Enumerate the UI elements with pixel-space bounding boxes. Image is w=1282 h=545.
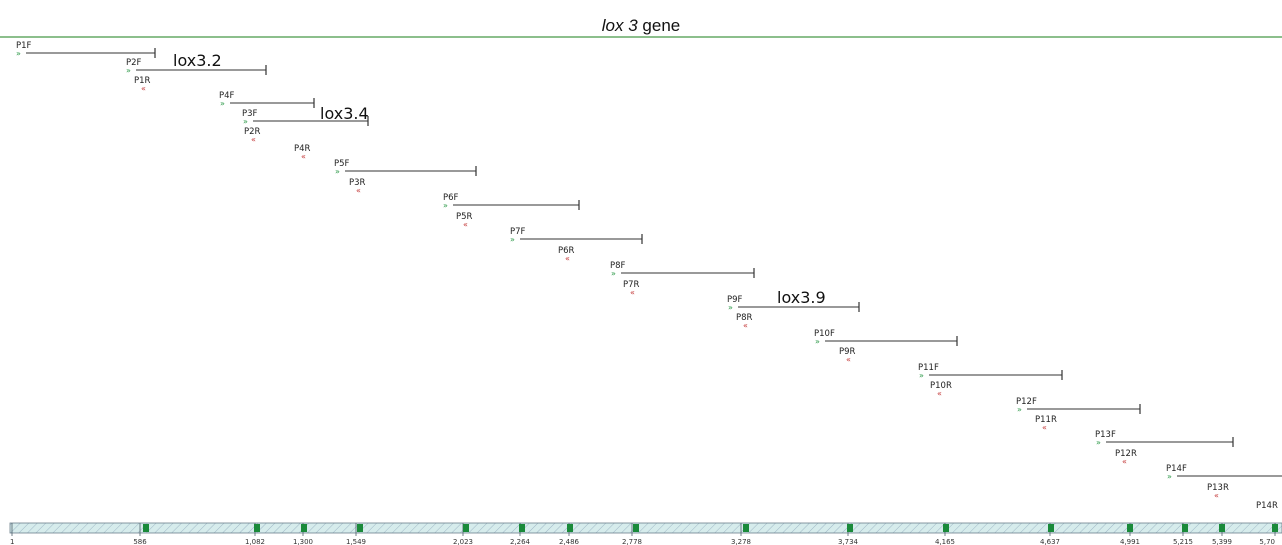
- forward-primer-label: P1F: [16, 41, 32, 51]
- ruler-marker: [1219, 524, 1225, 532]
- reverse-primer-label: P10R: [930, 381, 952, 391]
- forward-arrow-icon: »: [1167, 472, 1172, 481]
- forward-arrow-icon: »: [443, 201, 448, 210]
- forward-primer-label: P10F: [814, 329, 835, 339]
- ruler-tick-label: 1,549: [346, 538, 366, 545]
- reverse-primer-label: P9R: [839, 347, 856, 357]
- forward-arrow-icon: »: [220, 99, 225, 108]
- reverse-primer-label: P6R: [558, 246, 575, 256]
- reverse-arrow-icon: «: [1042, 423, 1047, 432]
- forward-arrow-icon: »: [919, 371, 924, 380]
- reverse-primer-label: P1R: [134, 76, 151, 86]
- ruler-marker: [254, 524, 260, 532]
- ruler-hatch: [9, 522, 1282, 534]
- forward-arrow-icon: »: [611, 269, 616, 278]
- ruler-marker: [143, 524, 149, 532]
- ruler-tick-label: 4,637: [1040, 538, 1060, 545]
- reverse-primer-label: P3R: [349, 178, 366, 188]
- forward-arrow-icon: »: [243, 117, 248, 126]
- forward-arrow-icon: »: [1096, 438, 1101, 447]
- forward-arrow-icon: »: [1017, 405, 1022, 414]
- ruler-tick-label: 2,778: [622, 538, 642, 545]
- ruler-marker: [633, 524, 639, 532]
- reverse-arrow-icon: «: [251, 135, 256, 144]
- reverse-arrow-icon: «: [630, 288, 635, 297]
- ruler-marker: [1048, 524, 1054, 532]
- forward-primer-label: P13F: [1095, 430, 1116, 440]
- ruler-marker: [567, 524, 573, 532]
- forward-primer-label: P11F: [918, 363, 939, 373]
- reverse-primer-label: P13R: [1207, 483, 1229, 493]
- forward-primer-label: P4F: [219, 91, 235, 101]
- forward-primer-label: P8F: [610, 261, 626, 271]
- reverse-primer-label: P2R: [244, 127, 261, 137]
- ruler-tick-label: 4,165: [935, 538, 955, 545]
- ruler-marker: [743, 524, 749, 532]
- reverse-arrow-icon: «: [1214, 491, 1219, 500]
- forward-arrow-icon: »: [126, 66, 131, 75]
- forward-primer-label: P9F: [727, 295, 743, 305]
- ruler-marker: [1272, 524, 1278, 532]
- ruler-tick-label: 1: [10, 538, 14, 545]
- forward-primer-label: P12F: [1016, 397, 1037, 407]
- ruler-marker: [1127, 524, 1133, 532]
- reverse-arrow-icon: «: [743, 321, 748, 330]
- ruler-marker: [943, 524, 949, 532]
- gene-suffix: gene: [637, 16, 681, 35]
- forward-primer-label: P3F: [242, 109, 258, 119]
- reverse-arrow-icon: «: [141, 84, 146, 93]
- forward-arrow-icon: »: [16, 49, 21, 58]
- ruler-tick-label: 3,278: [731, 538, 751, 545]
- reverse-primer-label: P12R: [1115, 449, 1137, 459]
- reverse-arrow-icon: «: [356, 186, 361, 195]
- amplicon-label: lox3.2: [173, 51, 222, 70]
- ruler-tick-label: 5,215: [1173, 538, 1193, 545]
- ruler-tick-label: 5,399: [1212, 538, 1232, 545]
- ruler-tick-label: 586: [133, 538, 147, 545]
- forward-arrow-icon: »: [815, 337, 820, 346]
- ruler-marker: [301, 524, 307, 532]
- ruler-tick-label: 2,023: [453, 538, 473, 545]
- forward-primer-label: P14F: [1166, 464, 1187, 474]
- reverse-arrow-icon: «: [846, 355, 851, 364]
- ruler-marker: [357, 524, 363, 532]
- reverse-primer-label: P11R: [1035, 415, 1057, 425]
- ruler-marker: [847, 524, 853, 532]
- reverse-arrow-icon: «: [1122, 457, 1127, 466]
- gene-name: lox 3: [601, 16, 638, 35]
- ruler-tick-label: 2,486: [559, 538, 580, 545]
- gene-title: lox 3 gene: [0, 16, 1282, 36]
- forward-primer-label: P6F: [443, 193, 459, 203]
- ruler-tick-label: 3,734: [838, 538, 859, 545]
- forward-primer-label: P7F: [510, 227, 526, 237]
- reverse-arrow-icon: «: [937, 389, 942, 398]
- ruler-tick-label: 5,70: [1259, 538, 1275, 545]
- reverse-primer-label: P7R: [623, 280, 640, 290]
- ruler-marker: [1182, 524, 1188, 532]
- ruler-tick-label: 1,082: [245, 538, 265, 545]
- forward-arrow-icon: »: [728, 303, 733, 312]
- reverse-arrow-icon: «: [565, 254, 570, 263]
- reverse-primer-label: P5R: [456, 212, 473, 222]
- ruler-tick-label: 1,300: [293, 538, 313, 545]
- forward-arrow-icon: »: [510, 235, 515, 244]
- reverse-primer-label: P8R: [736, 313, 753, 323]
- forward-primer-label: P5F: [334, 159, 350, 169]
- reverse-arrow-icon: «: [301, 152, 306, 161]
- ruler-marker: [463, 524, 469, 532]
- reverse-primer-label: P14R: [1256, 501, 1278, 511]
- ruler-tick-label: 2,264: [510, 538, 531, 545]
- ruler-tick-label: 4,991: [1120, 538, 1140, 545]
- reverse-arrow-icon: «: [463, 220, 468, 229]
- forward-primer-label: P2F: [126, 58, 142, 68]
- amplicon-label: lox3.4: [320, 104, 369, 123]
- reverse-primer-label: P4R: [294, 144, 311, 154]
- amplicon-label: lox3.9: [777, 288, 826, 307]
- forward-arrow-icon: »: [335, 167, 340, 176]
- ruler-marker: [519, 524, 525, 532]
